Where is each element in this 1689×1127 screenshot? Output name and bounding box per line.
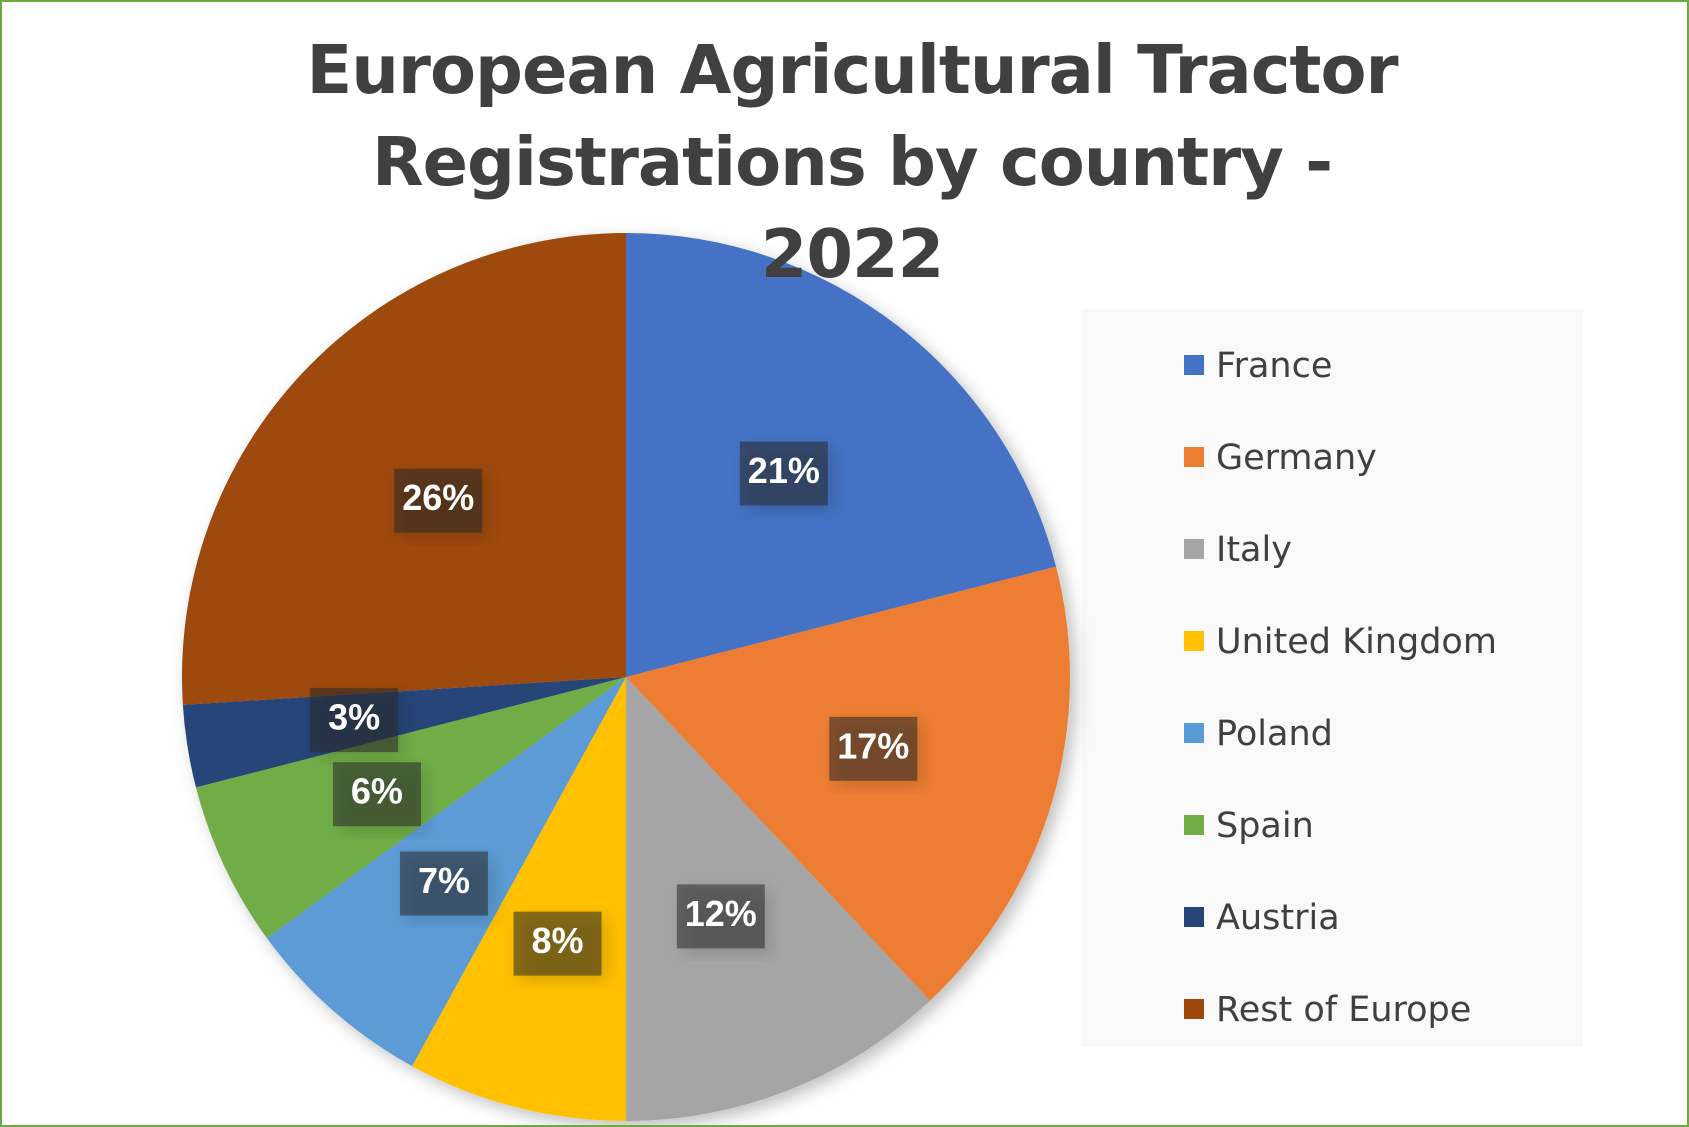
data-label: 6%: [351, 771, 403, 812]
data-label-box: [829, 716, 918, 781]
data-label-box: [394, 468, 483, 533]
pie: [182, 233, 1070, 1121]
pie-slice: [626, 566, 1070, 1001]
legend-marker: [1184, 723, 1204, 743]
data-label: 8%: [532, 920, 584, 961]
pie-slice: [412, 677, 626, 1121]
data-label: 3%: [328, 697, 380, 738]
pie-slice: [626, 233, 1057, 677]
data-label: 17%: [837, 725, 909, 766]
legend-label: Spain: [1216, 806, 1314, 846]
legend-marker: [1184, 815, 1204, 835]
data-label-box: [310, 688, 399, 753]
data-label-box: [739, 441, 828, 506]
data-label: 7%: [418, 860, 470, 901]
data-label: 26%: [402, 477, 474, 518]
legend-label: Germany: [1216, 438, 1377, 478]
legend-marker: [1184, 447, 1204, 467]
pie-slice: [626, 677, 930, 1121]
data-label: 12%: [685, 893, 757, 934]
data-label-box: [399, 851, 488, 916]
legend-marker: [1184, 539, 1204, 559]
legend-marker: [1184, 907, 1204, 927]
legend-label: Rest of Europe: [1216, 990, 1471, 1030]
data-label-box: [676, 884, 765, 949]
legend-marker: [1184, 999, 1204, 1019]
data-label-box: [332, 762, 421, 827]
chart-title: European Agricultural Tractor Registrati…: [306, 31, 1398, 293]
legend-marker: [1184, 355, 1204, 375]
pie-slice: [182, 677, 626, 788]
data-label: 21%: [748, 450, 820, 491]
legend-label: Italy: [1216, 530, 1292, 570]
legend-label: United Kingdom: [1216, 622, 1497, 662]
legend-label: France: [1216, 346, 1332, 386]
legend-box: [1082, 309, 1583, 1047]
legend-label: Austria: [1216, 898, 1340, 938]
legend-label: Poland: [1216, 714, 1333, 754]
data-label-box: [513, 911, 602, 976]
legend-marker: [1184, 631, 1204, 651]
